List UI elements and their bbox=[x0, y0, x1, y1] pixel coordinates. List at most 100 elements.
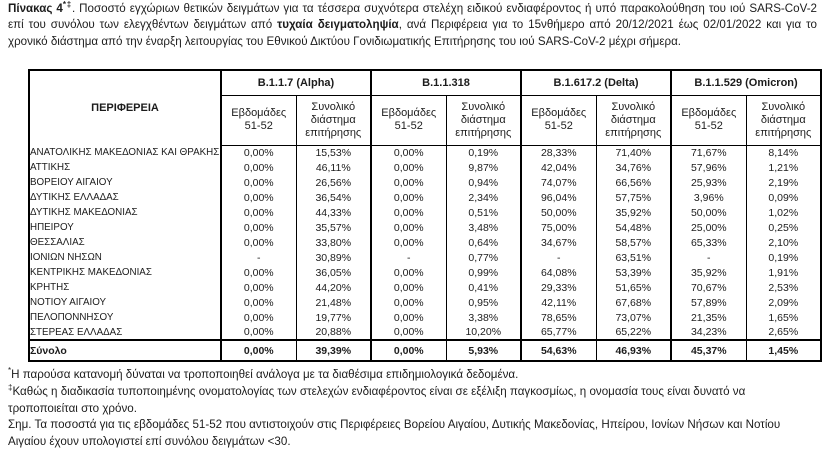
region-name: ΚΡΗΤΗΣ bbox=[30, 282, 70, 293]
value-cell: 1,21% bbox=[745, 160, 822, 175]
value-cell: 5,93% bbox=[445, 339, 522, 361]
subheader-weeks: Εβδομάδες 51-52 bbox=[670, 95, 747, 146]
footnote-note: Σημ. Τα ποσοστά για τις εβδομάδες 51-52 … bbox=[8, 418, 781, 449]
value-cell: 44,33% bbox=[295, 205, 371, 220]
region-name: ΙΟΝΙΩΝ ΝΗΣΩΝ bbox=[30, 252, 102, 263]
value-cell: 0,00% bbox=[370, 175, 446, 190]
value-cell: 0,00% bbox=[220, 339, 296, 361]
value-cell: 19,77% bbox=[295, 310, 371, 325]
value-cell: 0,19% bbox=[745, 250, 822, 265]
value-cell: 0,00% bbox=[370, 190, 446, 205]
table-row: ΑΝΑΤΟΛΙΚΗΣ ΜΑΚΕΔΟΝΙΑΣ ΚΑΙ ΘΡΑΚΗΣ 0,00% 15,… bbox=[29, 145, 822, 160]
value-cell: 58,57% bbox=[595, 235, 672, 250]
value-cell: 51,65% bbox=[595, 280, 672, 295]
value-cell: 3,38% bbox=[445, 310, 522, 325]
value-cell: 0,00% bbox=[220, 160, 296, 175]
value-cell: 64,08% bbox=[520, 265, 597, 280]
value-cell: 36,05% bbox=[295, 265, 371, 280]
table-row: ΣΤΕΡΕΑΣ ΕΛΛΑΔΑΣ 0,00% 20,88% 0,00% 10,20% 65,… bbox=[29, 325, 822, 340]
value-cell: 78,65% bbox=[520, 310, 597, 325]
variant-header-row: ΠΕΡΙΦΕΡΕΙΑ B.1.1.7 (Alpha) B.1.1.318 B.1… bbox=[29, 70, 822, 114]
value-cell: 54,63% bbox=[520, 339, 597, 361]
table-body: ΑΝΑΤΟΛΙΚΗΣ ΜΑΚΕΔΟΝΙΑΣ ΚΑΙ ΘΡΑΚΗΣ 0,00% 15,… bbox=[29, 145, 822, 340]
subheader-weeks: Εβδομάδες 51-52 bbox=[220, 95, 296, 146]
value-cell: - bbox=[520, 250, 597, 265]
value-cell: 0,09% bbox=[745, 190, 822, 205]
subheader-row: Εβδομάδες 51-52 Συνολικό διάστημα επιτήρ… bbox=[29, 95, 822, 146]
value-cell: 0,00% bbox=[220, 295, 296, 310]
variants-table: ΠΕΡΙΦΕΡΕΙΑ B.1.1.7 (Alpha) B.1.1.318 B.1… bbox=[28, 69, 823, 362]
table-row: ΒΟΡΕΙΟΥ ΑΙΓΑΙΟΥ 0,00% 26,56% 0,00% 0,94% 74,0… bbox=[29, 175, 822, 190]
subheader-total-period: Συνολικό διάστημα επιτήρησης bbox=[745, 95, 822, 146]
value-cell: 0,41% bbox=[445, 280, 522, 295]
footnote-dagger-mark: ‡ bbox=[8, 382, 13, 392]
value-cell: 0,00% bbox=[370, 295, 446, 310]
value-cell: 57,75% bbox=[595, 190, 672, 205]
value-cell: 0,00% bbox=[220, 145, 296, 160]
value-cell: 33,80% bbox=[295, 235, 371, 250]
value-cell: 63,51% bbox=[595, 250, 672, 265]
caption-text-tail: , ανά Περιφέρεια για το 15νθήμερο από 20… bbox=[8, 18, 817, 48]
value-cell: 1,91% bbox=[745, 265, 822, 280]
caption-superscript-marks: *‡ bbox=[62, 0, 72, 10]
value-cell: 30,89% bbox=[295, 250, 371, 265]
subheader-total-period: Συνολικό διάστημα επιτήρησης bbox=[445, 95, 522, 146]
value-cell: 0,00% bbox=[220, 190, 296, 205]
value-cell: 26,56% bbox=[295, 175, 371, 190]
table-row: ΝΟΤΙΟΥ ΑΙΓΑΙΟΥ 0,00% 21,48% 0,00% 0,95% 42,11… bbox=[29, 295, 822, 310]
value-cell: 29,33% bbox=[520, 280, 597, 295]
value-cell: 35,92% bbox=[595, 205, 672, 220]
table-row: ΚΡΗΤΗΣ 0,00% 44,20% 0,00% 0,41% 29,33% 51,65% 7… bbox=[29, 280, 822, 295]
value-cell: 0,00% bbox=[220, 220, 296, 235]
value-cell: 35,92% bbox=[670, 265, 747, 280]
value-cell: 0,00% bbox=[220, 265, 296, 280]
value-cell: 25,93% bbox=[670, 175, 747, 190]
value-cell: 28,33% bbox=[520, 145, 597, 160]
variant-header-delta: B.1.617.2 (Delta) bbox=[520, 70, 672, 96]
value-cell: 2,53% bbox=[745, 280, 822, 295]
value-cell: 0,99% bbox=[445, 265, 522, 280]
value-cell: 9,87% bbox=[445, 160, 522, 175]
value-cell: 3,96% bbox=[670, 190, 747, 205]
caption-label: Πίνακας 4*‡ bbox=[8, 0, 72, 15]
table-row: ΔΥΤΙΚΗΣ ΕΛΛΑΔΑΣ 0,00% 36,54% 0,00% 2,34% 96,0… bbox=[29, 190, 822, 205]
value-cell: 50,00% bbox=[520, 205, 597, 220]
subheader-weeks: Εβδομάδες 51-52 bbox=[370, 95, 446, 146]
value-cell: 46,93% bbox=[595, 339, 672, 361]
value-cell: 0,00% bbox=[220, 205, 296, 220]
total-row: Σύνολο 0,00% 39,39% 0,00% 5,93% 54,63% 46,93% 4… bbox=[29, 339, 822, 361]
value-cell: 2,65% bbox=[745, 325, 822, 340]
value-cell: 0,00% bbox=[220, 235, 296, 250]
value-cell: - bbox=[670, 250, 747, 265]
value-cell: 2,09% bbox=[745, 295, 822, 310]
value-cell: 0,00% bbox=[220, 310, 296, 325]
value-cell: 54,48% bbox=[595, 220, 672, 235]
value-cell: 3,48% bbox=[445, 220, 522, 235]
region-name: ΘΕΣΣΑΛΙΑΣ bbox=[30, 237, 85, 248]
value-cell: 67,68% bbox=[595, 295, 672, 310]
value-cell: 0,77% bbox=[445, 250, 522, 265]
footnote-nomenclature: ‡Καθώς η διαδικασία τυποποιημένης ονοματ… bbox=[8, 382, 746, 415]
table-row: ΗΠΕΙΡΟΥ 0,00% 35,57% 0,00% 3,48% 75,00% 54,48%… bbox=[29, 220, 822, 235]
region-name: ΑΤΤΙΚΗΣ bbox=[30, 162, 71, 173]
value-cell: 74,07% bbox=[520, 175, 597, 190]
value-cell: 0,94% bbox=[445, 175, 522, 190]
region-name: ΑΝΑΤΟΛΙΚΗΣ ΜΑΚΕΔΟΝΙΑΣ ΚΑΙ ΘΡΑΚΗΣ bbox=[30, 147, 220, 158]
value-cell: 66,56% bbox=[595, 175, 672, 190]
value-cell: 0,00% bbox=[370, 205, 446, 220]
variant-header-alpha: B.1.1.7 (Alpha) bbox=[220, 70, 371, 96]
value-cell: 46,11% bbox=[295, 160, 371, 175]
subheader-total-period: Συνολικό διάστημα επιτήρησης bbox=[295, 95, 371, 146]
value-cell: 44,20% bbox=[295, 280, 371, 295]
value-cell: 71,40% bbox=[595, 145, 672, 160]
value-cell: 20,88% bbox=[295, 325, 371, 340]
value-cell: 75,00% bbox=[520, 220, 597, 235]
value-cell: 34,23% bbox=[670, 325, 747, 340]
value-cell: 34,76% bbox=[595, 160, 672, 175]
table-caption: Πίνακας 4*‡. Ποσοστό εγχώριων θετικών δε… bbox=[8, 1, 817, 50]
value-cell: 57,89% bbox=[670, 295, 747, 310]
value-cell: 0,95% bbox=[445, 295, 522, 310]
table-foot: Σύνολο 0,00% 39,39% 0,00% 5,93% 54,63% 46,93% 4… bbox=[29, 339, 822, 361]
value-cell: 71,67% bbox=[670, 145, 747, 160]
